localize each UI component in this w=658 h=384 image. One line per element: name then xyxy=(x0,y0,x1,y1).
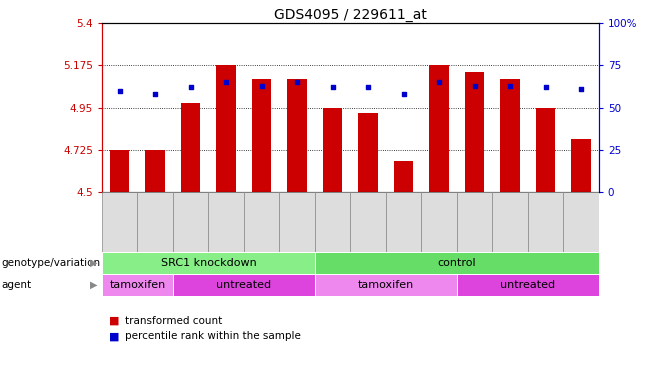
Bar xyxy=(457,274,599,296)
Bar xyxy=(145,150,165,192)
Bar xyxy=(315,274,457,296)
Bar xyxy=(209,192,244,252)
Bar xyxy=(216,65,236,192)
Text: genotype/variation: genotype/variation xyxy=(1,258,101,268)
Point xyxy=(328,84,338,90)
Bar xyxy=(244,192,280,252)
Bar xyxy=(536,108,555,192)
Point xyxy=(363,84,373,90)
Bar xyxy=(359,113,378,192)
Bar xyxy=(500,79,520,192)
Text: tamoxifen: tamoxifen xyxy=(109,280,166,290)
Text: ▶: ▶ xyxy=(90,258,97,268)
Bar xyxy=(315,192,350,252)
Point xyxy=(398,91,409,97)
Bar xyxy=(280,192,315,252)
Point xyxy=(540,84,551,90)
Bar xyxy=(102,252,315,274)
Point xyxy=(434,79,444,85)
Text: ■: ■ xyxy=(109,316,119,326)
Text: control: control xyxy=(438,258,476,268)
Bar xyxy=(138,192,173,252)
Bar xyxy=(394,161,413,192)
Point xyxy=(186,84,196,90)
Bar xyxy=(315,252,599,274)
Text: transformed count: transformed count xyxy=(125,316,222,326)
Point xyxy=(257,83,267,89)
Bar xyxy=(252,79,272,192)
Bar xyxy=(571,139,591,192)
Bar xyxy=(102,192,138,252)
Text: ■: ■ xyxy=(109,331,119,341)
Bar xyxy=(465,72,484,192)
Bar xyxy=(323,108,342,192)
Bar xyxy=(563,192,599,252)
Point xyxy=(469,83,480,89)
Bar xyxy=(350,192,386,252)
Point xyxy=(114,88,125,94)
Bar xyxy=(429,65,449,192)
Text: untreated: untreated xyxy=(500,280,555,290)
Point xyxy=(505,83,515,89)
Point xyxy=(292,79,303,85)
Text: untreated: untreated xyxy=(216,280,272,290)
Bar xyxy=(110,150,130,192)
Text: percentile rank within the sample: percentile rank within the sample xyxy=(125,331,301,341)
Bar xyxy=(181,103,201,192)
Text: ▶: ▶ xyxy=(90,280,97,290)
Point xyxy=(221,79,232,85)
Point xyxy=(150,91,161,97)
Text: SRC1 knockdown: SRC1 knockdown xyxy=(161,258,257,268)
Bar xyxy=(457,192,492,252)
Point xyxy=(576,86,586,92)
Bar xyxy=(288,79,307,192)
Title: GDS4095 / 229611_at: GDS4095 / 229611_at xyxy=(274,8,427,22)
Bar xyxy=(492,192,528,252)
Bar xyxy=(421,192,457,252)
Bar xyxy=(102,274,173,296)
Text: agent: agent xyxy=(1,280,32,290)
Bar xyxy=(173,192,209,252)
Bar xyxy=(528,192,563,252)
Bar xyxy=(386,192,421,252)
Bar xyxy=(173,274,315,296)
Text: tamoxifen: tamoxifen xyxy=(358,280,414,290)
